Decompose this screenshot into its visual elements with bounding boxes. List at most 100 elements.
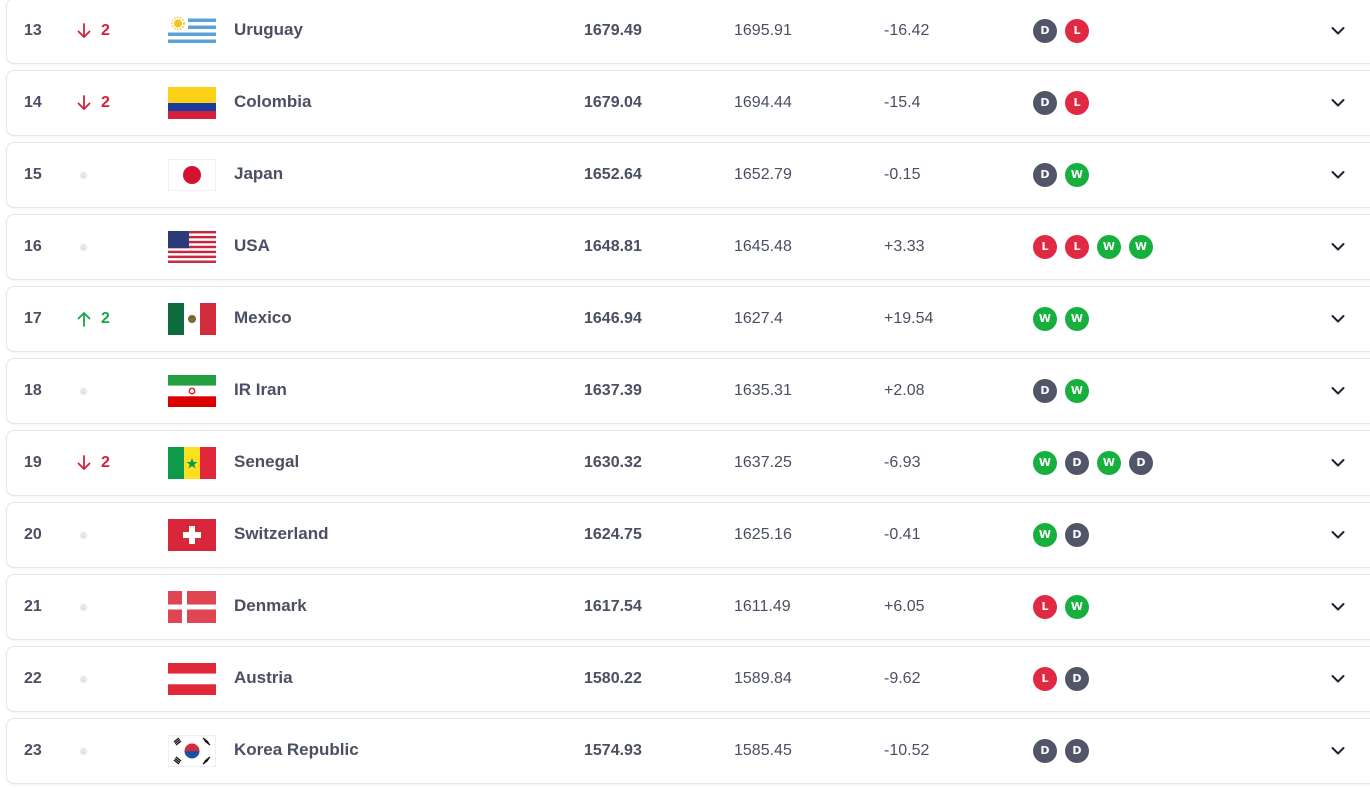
previous-points: 1652.79 bbox=[734, 166, 792, 183]
previous-points: 1635.31 bbox=[734, 382, 792, 399]
rank-number: 16 bbox=[24, 238, 42, 255]
chevron-down-icon[interactable] bbox=[1330, 669, 1346, 689]
rank-number: 23 bbox=[24, 742, 42, 759]
team-name[interactable]: IR Iran bbox=[234, 380, 287, 399]
total-points: 1646.94 bbox=[584, 310, 642, 327]
team-name[interactable]: Uruguay bbox=[234, 20, 303, 39]
team-name[interactable]: Mexico bbox=[234, 308, 292, 327]
points-change: -0.41 bbox=[884, 526, 921, 543]
no-change-dot-icon bbox=[80, 748, 87, 755]
form-badge: D bbox=[1065, 451, 1089, 475]
mexico-flag bbox=[168, 303, 216, 335]
korea-republic-flag bbox=[168, 735, 216, 767]
total-points: 1679.04 bbox=[584, 94, 642, 111]
rank-movement: 2 bbox=[77, 0, 110, 63]
chevron-down-icon[interactable] bbox=[1330, 309, 1346, 329]
arrow-down-icon bbox=[77, 95, 91, 111]
previous-points: 1627.4 bbox=[734, 310, 783, 327]
total-points: 1580.22 bbox=[584, 670, 642, 687]
austria-flag bbox=[168, 663, 216, 695]
points-change: +19.54 bbox=[884, 310, 934, 327]
team-name[interactable]: Switzerland bbox=[234, 524, 329, 543]
uruguay-flag bbox=[168, 15, 216, 47]
form-badge: D bbox=[1033, 19, 1057, 43]
no-change-dot-icon bbox=[80, 676, 87, 683]
chevron-down-icon[interactable] bbox=[1330, 237, 1346, 257]
points-change: +6.05 bbox=[884, 598, 925, 615]
form-badge: W bbox=[1097, 235, 1121, 259]
total-points: 1652.64 bbox=[584, 166, 642, 183]
iran-flag bbox=[168, 375, 216, 407]
team-name[interactable]: USA bbox=[234, 236, 270, 255]
rank-number: 14 bbox=[24, 94, 42, 111]
rank-number: 21 bbox=[24, 598, 42, 615]
form-badge: D bbox=[1033, 91, 1057, 115]
chevron-down-icon[interactable] bbox=[1330, 21, 1346, 41]
rank-number: 18 bbox=[24, 382, 42, 399]
form-badge: W bbox=[1065, 163, 1089, 187]
previous-points: 1585.45 bbox=[734, 742, 792, 759]
total-points: 1624.75 bbox=[584, 526, 642, 543]
chevron-down-icon[interactable] bbox=[1330, 93, 1346, 113]
form-badge: W bbox=[1065, 379, 1089, 403]
chevron-down-icon[interactable] bbox=[1330, 741, 1346, 761]
no-change-dot-icon bbox=[80, 172, 87, 179]
form-badge: W bbox=[1033, 307, 1057, 331]
team-name[interactable]: Korea Republic bbox=[234, 740, 359, 759]
chevron-down-icon[interactable] bbox=[1330, 381, 1346, 401]
chevron-down-icon[interactable] bbox=[1330, 525, 1346, 545]
form-badge: L bbox=[1033, 667, 1057, 691]
rank-movement: 2 bbox=[77, 431, 110, 495]
arrow-down-icon bbox=[77, 23, 91, 39]
team-name[interactable]: Denmark bbox=[234, 596, 307, 615]
no-change-dot-icon bbox=[80, 532, 87, 539]
points-change: -10.52 bbox=[884, 742, 930, 759]
total-points: 1679.49 bbox=[584, 22, 642, 39]
team-name[interactable]: Austria bbox=[234, 668, 293, 687]
form-badge: L bbox=[1065, 235, 1089, 259]
form-badge: D bbox=[1033, 163, 1057, 187]
form-badge: W bbox=[1065, 307, 1089, 331]
points-change: -6.93 bbox=[884, 454, 921, 471]
form-badge: L bbox=[1065, 19, 1089, 43]
rank-movement: 2 bbox=[77, 71, 110, 135]
chevron-down-icon[interactable] bbox=[1330, 453, 1346, 473]
team-name[interactable]: Japan bbox=[234, 164, 284, 183]
points-change: -0.15 bbox=[884, 166, 921, 183]
total-points: 1630.32 bbox=[584, 454, 642, 471]
points-change: -16.42 bbox=[884, 22, 930, 39]
previous-points: 1637.25 bbox=[734, 454, 792, 471]
team-name[interactable]: Senegal bbox=[234, 452, 300, 471]
table-row[interactable]: 23 Korea Republic 1574.93 1585.45 -10.52… bbox=[6, 718, 1370, 784]
points-change: -9.62 bbox=[884, 670, 921, 687]
form-badge: D bbox=[1033, 739, 1057, 763]
rank-movement: 2 bbox=[77, 287, 110, 351]
chevron-down-icon[interactable] bbox=[1330, 165, 1346, 185]
rank-number: 15 bbox=[24, 166, 42, 183]
rank-number: 13 bbox=[24, 22, 42, 39]
denmark-flag bbox=[168, 591, 216, 623]
previous-points: 1611.49 bbox=[734, 598, 791, 615]
form-badge: W bbox=[1097, 451, 1121, 475]
points-change: +3.33 bbox=[884, 238, 925, 255]
team-name[interactable]: Colombia bbox=[234, 92, 312, 111]
form-badge: D bbox=[1033, 379, 1057, 403]
chevron-down-icon[interactable] bbox=[1330, 597, 1346, 617]
arrow-down-icon bbox=[77, 455, 91, 471]
points-change: +2.08 bbox=[884, 382, 925, 399]
